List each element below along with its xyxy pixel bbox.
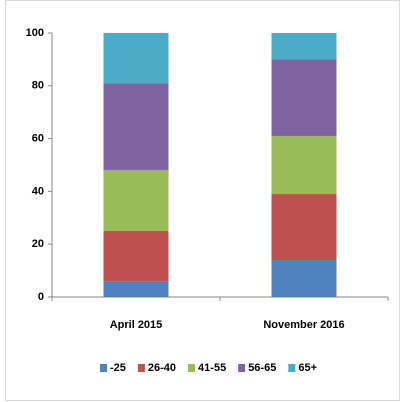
x-tick-label: November 2016 xyxy=(263,319,344,331)
y-tick-label: 0 xyxy=(38,291,44,303)
chart-border xyxy=(5,0,400,401)
legend-label: 41-55 xyxy=(198,362,226,374)
bar-segment xyxy=(103,83,169,171)
bar-segment xyxy=(271,135,337,195)
bar-segment xyxy=(271,260,337,297)
legend-label: 26-40 xyxy=(148,362,176,374)
bar-segment xyxy=(103,33,169,84)
y-tick-label: 100 xyxy=(26,27,44,39)
legend-swatch xyxy=(137,364,145,372)
legend-label: 65+ xyxy=(298,362,317,374)
bar-segment xyxy=(271,59,337,136)
legend-swatch xyxy=(238,364,246,372)
y-tick-label: 80 xyxy=(32,80,44,92)
bar-segment xyxy=(103,231,169,282)
legend-swatch xyxy=(188,364,196,372)
bar-segment xyxy=(103,281,169,297)
legend-swatch xyxy=(100,364,107,372)
legend-label: -25 xyxy=(110,362,126,374)
legend-swatch xyxy=(288,364,296,372)
x-tick-label: April 2015 xyxy=(110,319,163,331)
bar-segment xyxy=(103,170,169,231)
bar-segment xyxy=(271,194,337,261)
bar-segment xyxy=(271,33,337,60)
y-tick-label: 60 xyxy=(32,133,44,145)
legend-label: 56-65 xyxy=(248,362,276,374)
y-tick-label: 20 xyxy=(32,238,44,250)
y-tick-label: 40 xyxy=(32,185,44,197)
